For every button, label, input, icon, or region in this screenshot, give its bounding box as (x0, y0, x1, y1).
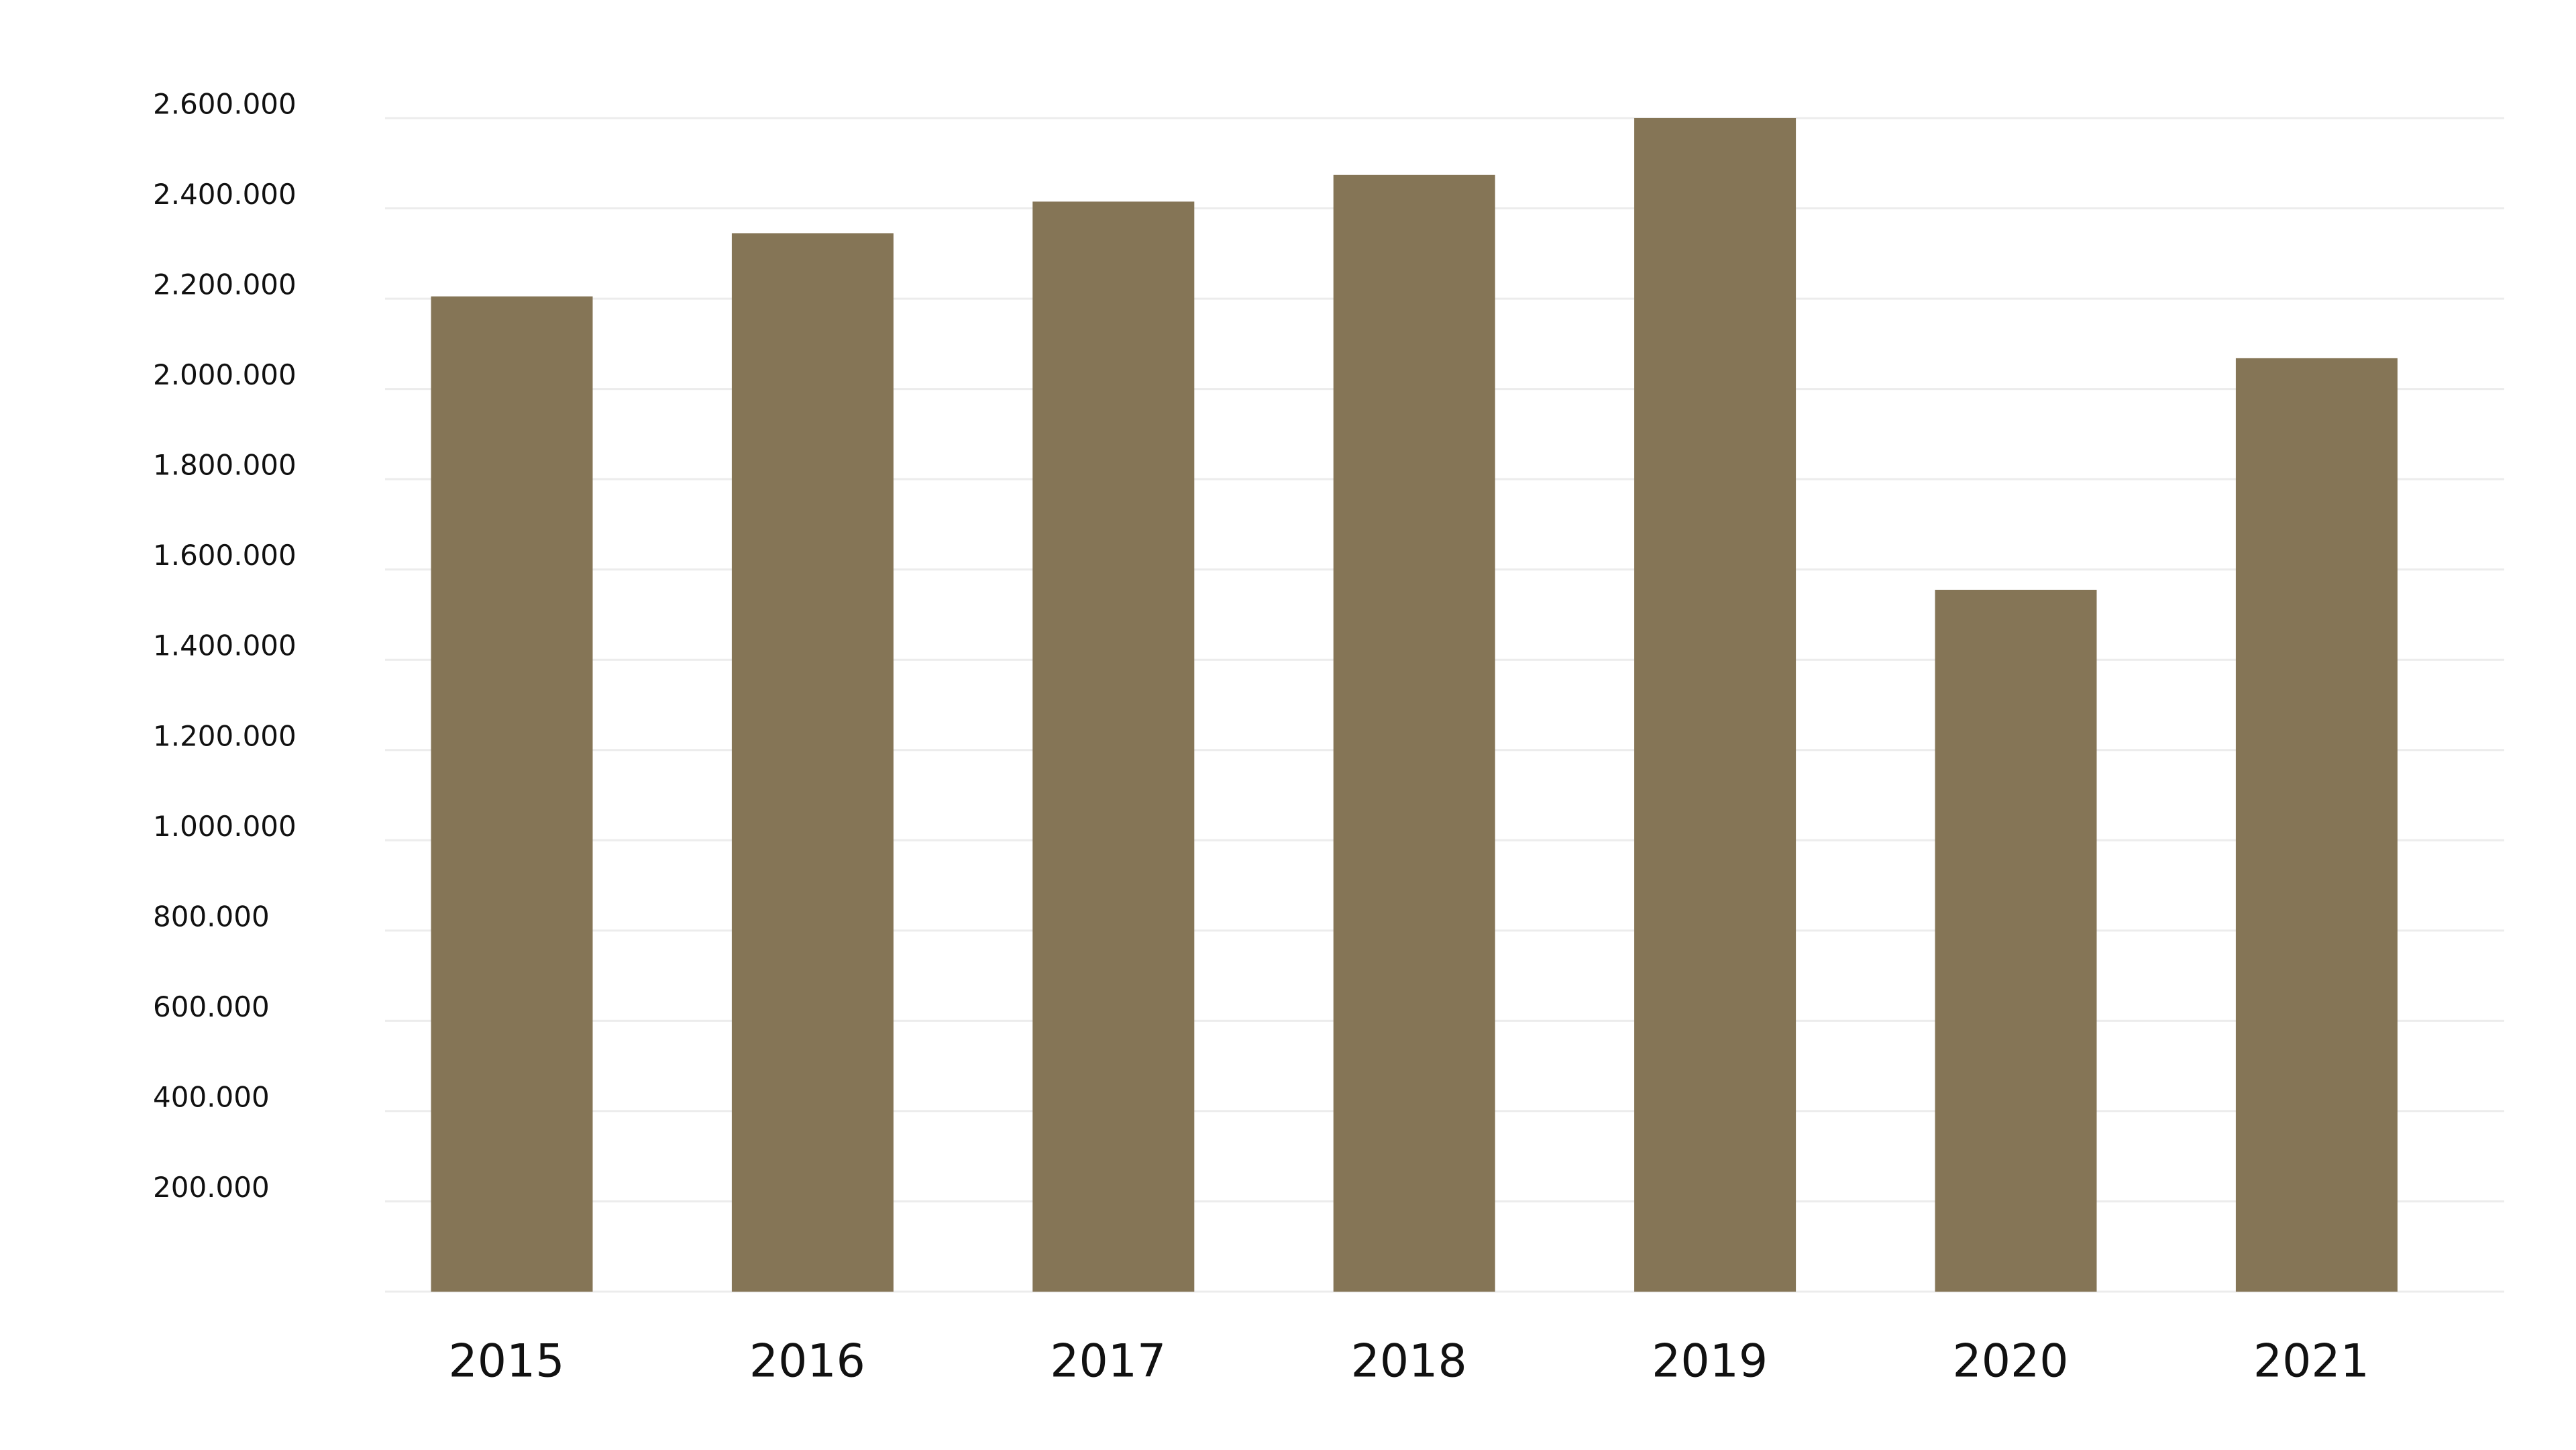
y-tick-label: 2.400.000 (153, 178, 297, 211)
bar (1634, 118, 1796, 1292)
y-tick-label: 1.800.000 (153, 449, 297, 482)
x-tick-label: 2020 (1952, 1335, 2068, 1388)
bar (1935, 589, 2097, 1292)
x-tick-label: 2019 (1652, 1335, 1768, 1388)
bar (1333, 174, 1495, 1292)
x-tick-label: 2021 (2253, 1335, 2369, 1388)
y-tick-label: 1.000.000 (153, 810, 297, 843)
bar (431, 296, 593, 1292)
y-tick-label: 1.600.000 (153, 539, 297, 572)
y-tick-label: 800.000 (153, 900, 270, 933)
y-tick-label: 2.000.000 (153, 358, 297, 391)
y-tick-label: 400.000 (153, 1080, 270, 1113)
y-tick-label: 2.600.000 (153, 88, 297, 121)
bar (2235, 358, 2398, 1292)
x-tick-label: 2017 (1050, 1335, 1166, 1388)
y-tick-label: 1.400.000 (153, 629, 297, 662)
x-tick-label: 2016 (749, 1335, 865, 1388)
x-tick-label: 2018 (1351, 1335, 1467, 1388)
y-tick-label: 200.000 (153, 1171, 270, 1204)
bar (731, 233, 894, 1292)
y-tick-label: 600.000 (153, 990, 270, 1023)
y-tick-label: 2.200.000 (153, 268, 297, 301)
x-tick-label: 2015 (448, 1335, 564, 1388)
bar (1032, 201, 1195, 1292)
y-tick-label: 1.200.000 (153, 719, 297, 752)
